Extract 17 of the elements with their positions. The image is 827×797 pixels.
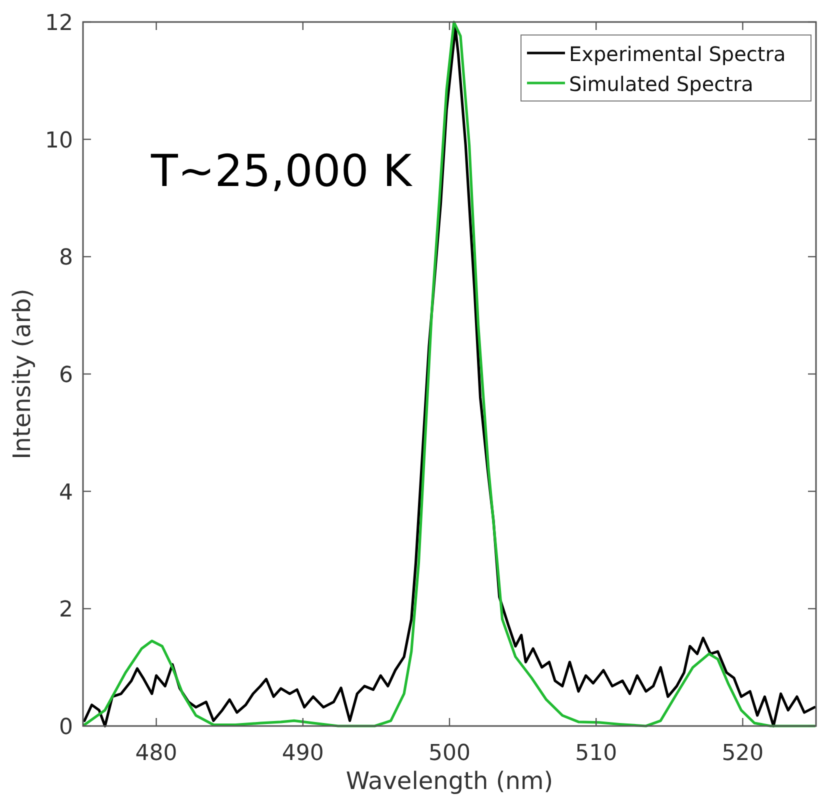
legend-label: Experimental Spectra (569, 42, 786, 66)
annotation: T~25,000 K (150, 146, 413, 197)
y-tick-label: 0 (59, 715, 73, 740)
y-tick-label: 10 (45, 128, 73, 154)
y-axis-title: Intensity (arb) (8, 288, 36, 460)
x-tick-label: 500 (428, 741, 470, 766)
y-tick-label: 8 (59, 246, 73, 271)
y-tick-label: 12 (45, 11, 73, 36)
x-tick-label: 520 (722, 741, 764, 766)
x-tick-label: 510 (575, 741, 618, 766)
y-tick-label: 4 (59, 480, 73, 506)
legend-label: Simulated Spectra (569, 72, 754, 96)
x-tick-label: 490 (282, 741, 324, 766)
y-tick-label: 6 (59, 363, 73, 388)
y-tick-label: 2 (59, 598, 73, 623)
x-tick-label: 480 (135, 741, 178, 766)
x-axis-title: Wavelength (nm) (346, 767, 554, 795)
